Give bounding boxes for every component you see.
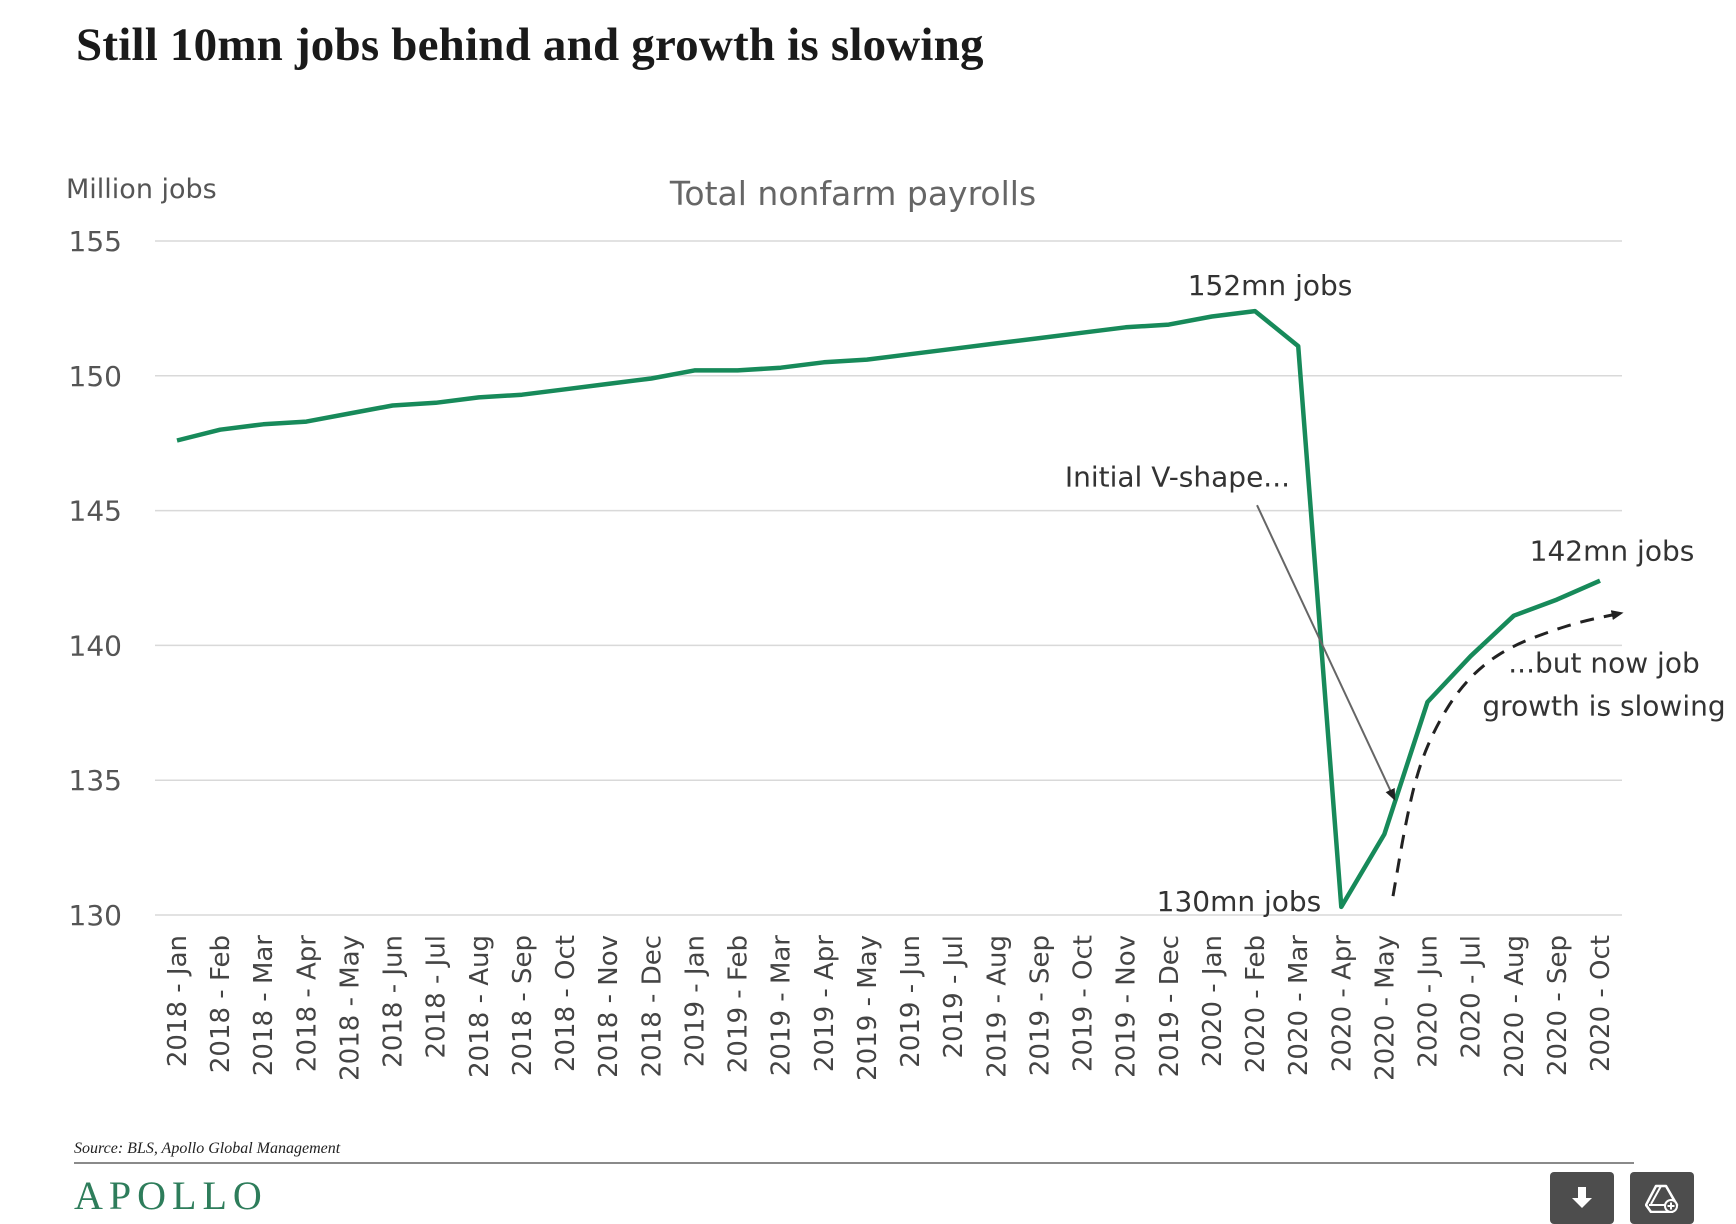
- x-tick-label: 2019 - Aug: [982, 935, 1012, 1078]
- annotation-slowing-line1: ...but now job: [1508, 646, 1699, 679]
- x-tick-label: 2020 - Apr: [1327, 935, 1357, 1072]
- x-tick-label: 2019 - Dec: [1155, 935, 1185, 1077]
- x-tick-label: 2019 - Apr: [810, 935, 840, 1072]
- x-tick-label: 2018 - Apr: [292, 935, 322, 1072]
- x-tick-label: 2019 - Mar: [767, 935, 797, 1076]
- x-tick-label: 2019 - Jun: [896, 935, 926, 1068]
- apollo-logo: APOLLO: [74, 1173, 268, 1218]
- download-icon: [1572, 1187, 1592, 1208]
- x-tick-label: 2019 - Nov: [1112, 935, 1142, 1078]
- x-tick-label: 2018 - Dec: [637, 935, 667, 1077]
- x-tick-label: 2020 - Mar: [1284, 935, 1314, 1076]
- download-button[interactable]: [1550, 1172, 1614, 1224]
- x-tick-label: 2020 - Jun: [1414, 935, 1444, 1068]
- x-tick-label: 2020 - May: [1370, 935, 1400, 1081]
- annotation-peak: 152mn jobs: [1188, 269, 1353, 302]
- save-to-drive-button[interactable]: [1630, 1172, 1694, 1224]
- x-tick-label: 2020 - Sep: [1543, 935, 1573, 1076]
- footer-divider: [74, 1162, 1634, 1164]
- x-tick-label: 2018 - May: [335, 935, 365, 1081]
- annotation-latest: 142mn jobs: [1530, 535, 1695, 568]
- x-tick-label: 2018 - Jun: [379, 935, 409, 1068]
- annotation-trough: 130mn jobs: [1157, 885, 1322, 918]
- x-tick-label: 2018 - Aug: [465, 935, 495, 1078]
- y-axis-ticks: 130 135 140 145 150 155: [69, 225, 122, 932]
- x-tick-label: 2020 - Oct: [1586, 935, 1616, 1072]
- drive-add-icon: [1645, 1184, 1679, 1213]
- y-axis-label: Million jobs: [66, 174, 217, 205]
- y-tick-label: 155: [69, 225, 122, 258]
- chart-subtitle: Total nonfarm payrolls: [669, 174, 1036, 213]
- x-axis-ticks: 2018 - Jan 2018 - Feb 2018 - Mar 2018 - Apr…: [163, 935, 1616, 1081]
- x-tick-label: 2018 - Jul: [422, 935, 452, 1058]
- trend-dashed-line: [1391, 610, 1624, 897]
- x-tick-label: 2020 - Aug: [1500, 935, 1530, 1078]
- x-tick-label: 2019 - Sep: [1025, 935, 1055, 1076]
- annotation-slowing-line2: growth is slowing: [1482, 689, 1725, 722]
- chart-main-title: Still 10mn jobs behind and growth is slo…: [76, 19, 984, 71]
- y-tick-label: 135: [69, 764, 122, 797]
- x-tick-label: 2020 - Jul: [1457, 935, 1487, 1058]
- x-tick-label: 2019 - Jan: [680, 935, 710, 1067]
- source-note: Source: BLS, Apollo Global Management: [74, 1140, 341, 1157]
- y-tick-label: 150: [69, 360, 122, 393]
- series-line-nonfarm-payrolls: [176, 308, 1601, 910]
- y-tick-label: 145: [69, 495, 122, 528]
- x-tick-label: 2019 - May: [853, 935, 883, 1081]
- x-tick-label: 2018 - Sep: [508, 935, 538, 1076]
- x-tick-label: 2020 - Jan: [1198, 935, 1228, 1067]
- x-tick-label: 2019 - Oct: [1069, 935, 1099, 1072]
- x-tick-label: 2019 - Feb: [724, 935, 754, 1073]
- x-tick-label: 2018 - Nov: [594, 935, 624, 1078]
- x-tick-label: 2018 - Mar: [249, 935, 279, 1076]
- gridlines: [155, 240, 1622, 916]
- x-tick-label: 2019 - Jul: [939, 935, 969, 1058]
- x-tick-label: 2018 - Jan: [163, 935, 193, 1067]
- y-tick-label: 140: [69, 629, 122, 662]
- x-tick-label: 2018 - Feb: [206, 935, 236, 1073]
- x-tick-label: 2018 - Oct: [551, 935, 581, 1072]
- annotation-vshape: Initial V-shape...: [1065, 460, 1290, 493]
- y-tick-label: 130: [69, 899, 122, 932]
- x-tick-label: 2020 - Feb: [1241, 935, 1271, 1073]
- vshape-annotation-arrow: [1256, 504, 1396, 801]
